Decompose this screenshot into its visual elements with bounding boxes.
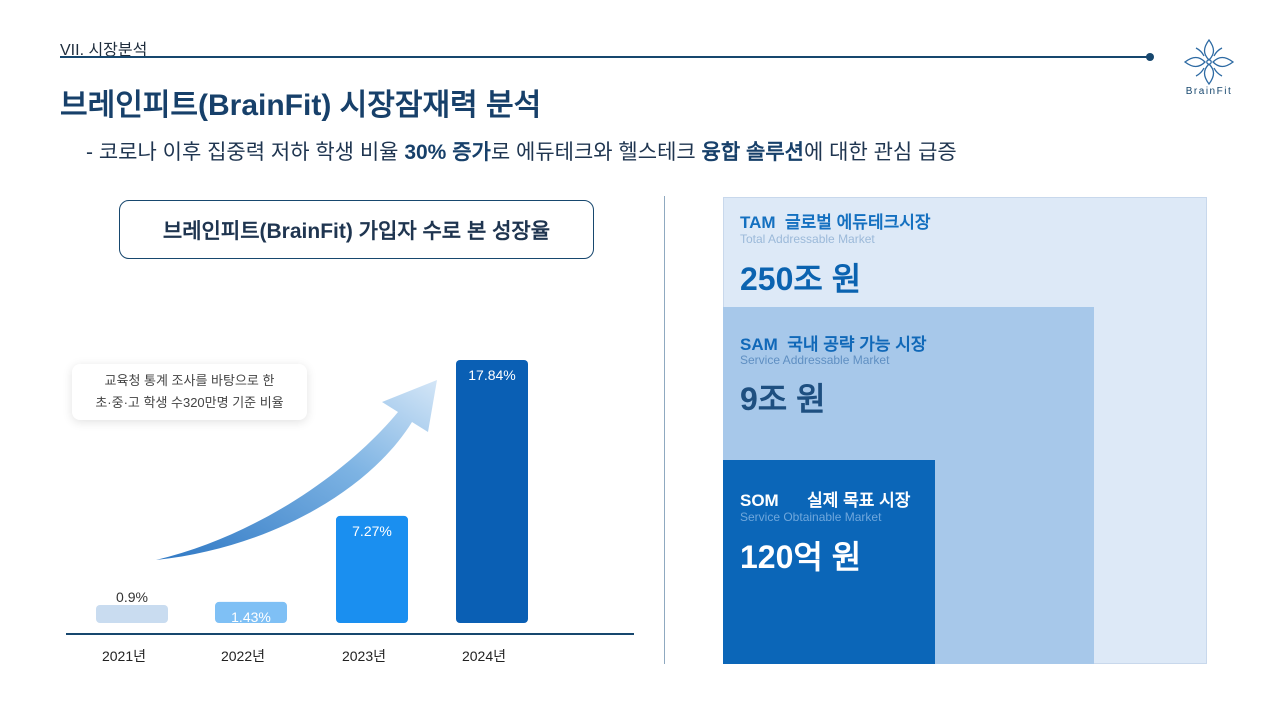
survey-note: 교육청 통계 조사를 바탕으로 한 초·중·고 학생 수320만명 기준 비율 bbox=[72, 364, 307, 420]
subtitle-highlight-2: 융합 솔루션 bbox=[701, 141, 804, 164]
survey-note-line-2: 초·중·고 학생 수320만명 기준 비율 bbox=[95, 395, 284, 410]
chart-title-box: 브레인피트(BrainFit) 가입자 수로 본 성장율 bbox=[119, 200, 594, 259]
logo-text: BrainFit bbox=[1185, 86, 1233, 97]
sam-english: Service Addressable Market bbox=[740, 353, 890, 367]
tam-heading: TAM 글로벌 에듀테크시장 bbox=[740, 208, 931, 233]
section-label: VII. 시장분석 bbox=[60, 42, 148, 59]
sam-acronym: SAM bbox=[740, 335, 778, 354]
bar-data-label: 1.43% bbox=[231, 609, 271, 625]
sam-value: 9조 원 bbox=[740, 381, 826, 417]
subtitle: - 코로나 이후 집중력 저하 학생 비율 30% 증가로 에듀테크와 헬스테크… bbox=[86, 136, 957, 166]
section-divider bbox=[664, 196, 665, 664]
bar-2021년 bbox=[96, 605, 168, 623]
growth-arrow-icon bbox=[156, 380, 437, 560]
header-rule-dot bbox=[1146, 53, 1154, 61]
bar-data-label: 0.9% bbox=[116, 589, 148, 605]
bar-2024년 bbox=[456, 360, 528, 623]
som-acronym: SOM bbox=[740, 491, 779, 510]
subtitle-highlight-1: 30% 증가 bbox=[404, 141, 491, 164]
bar-2023년 bbox=[336, 515, 408, 623]
bar-2022년 bbox=[215, 601, 287, 623]
som-value: 120억 원 bbox=[740, 539, 862, 575]
x-tick-label: 2021년 bbox=[102, 648, 146, 664]
x-tick-label: 2023년 bbox=[342, 648, 386, 664]
subtitle-part-3: 에 대한 관심 급증 bbox=[803, 141, 957, 164]
som-english: Service Obtainable Market bbox=[740, 510, 882, 524]
bar-data-label: 7.27% bbox=[352, 523, 392, 539]
page-title: 브레인피트(BrainFit) 시장잠재력 분석 bbox=[60, 89, 542, 122]
sam-name: 국내 공략 가능 시장 bbox=[787, 335, 927, 354]
som-heading: SOM 실제 목표 시장 bbox=[740, 486, 910, 511]
sam-heading: SAM 국내 공략 가능 시장 bbox=[740, 330, 927, 355]
tam-value: 250조 원 bbox=[740, 261, 862, 297]
tam-name: 글로벌 에듀테크시장 bbox=[785, 213, 931, 232]
subtitle-part-1: - 코로나 이후 집중력 저하 학생 비율 bbox=[86, 141, 405, 164]
brainfit-logo-icon bbox=[1183, 38, 1235, 86]
bar-data-label: 17.84% bbox=[468, 367, 515, 383]
som-name: 실제 목표 시장 bbox=[807, 491, 911, 510]
header-rule bbox=[60, 56, 1150, 58]
survey-note-line-1: 교육청 통계 조사를 바탕으로 한 bbox=[104, 373, 275, 388]
x-tick-label: 2022년 bbox=[221, 648, 265, 664]
som-box bbox=[723, 460, 935, 664]
subtitle-part-2: 로 에듀테크와 헬스테크 bbox=[490, 141, 702, 164]
x-tick-label: 2024년 bbox=[462, 648, 506, 664]
tam-acronym: TAM bbox=[740, 213, 776, 232]
tam-english: Total Addressable Market bbox=[740, 232, 875, 246]
